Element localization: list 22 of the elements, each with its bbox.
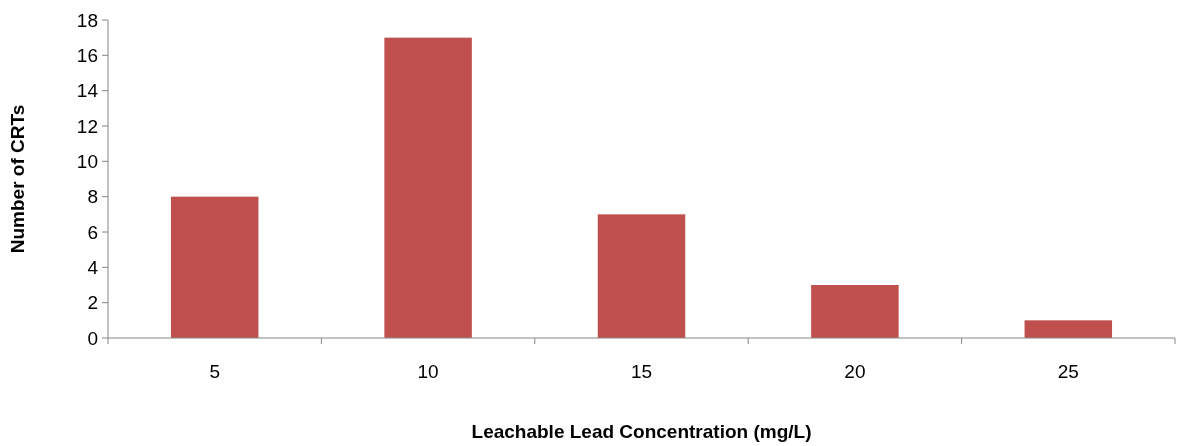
y-tick-label: 0 bbox=[87, 327, 98, 349]
bar bbox=[1024, 320, 1113, 338]
x-axis-title: Leachable Lead Concentration (mg/L) bbox=[471, 421, 812, 442]
x-tick-label: 10 bbox=[417, 361, 439, 382]
y-tick-label: 10 bbox=[76, 150, 98, 172]
x-tick-label: 15 bbox=[630, 361, 653, 382]
bar bbox=[811, 285, 899, 338]
x-tick-label: 5 bbox=[209, 361, 220, 382]
y-tick-label: 8 bbox=[87, 186, 98, 208]
y-tick-label: 6 bbox=[87, 221, 98, 243]
y-tick-label: 12 bbox=[76, 115, 98, 137]
y-tick-label: 14 bbox=[76, 80, 99, 102]
x-tick-label: 20 bbox=[844, 361, 866, 382]
y-tick-label: 4 bbox=[87, 256, 99, 278]
bar bbox=[597, 214, 686, 338]
bar bbox=[384, 37, 472, 338]
y-tick-label: 18 bbox=[76, 9, 98, 31]
y-tick-label: 16 bbox=[76, 44, 98, 66]
bar bbox=[170, 196, 259, 338]
y-axis-title: Number of CRTs bbox=[7, 104, 28, 254]
y-tick-label: 2 bbox=[87, 292, 98, 314]
x-tick-label: 25 bbox=[1057, 361, 1079, 382]
